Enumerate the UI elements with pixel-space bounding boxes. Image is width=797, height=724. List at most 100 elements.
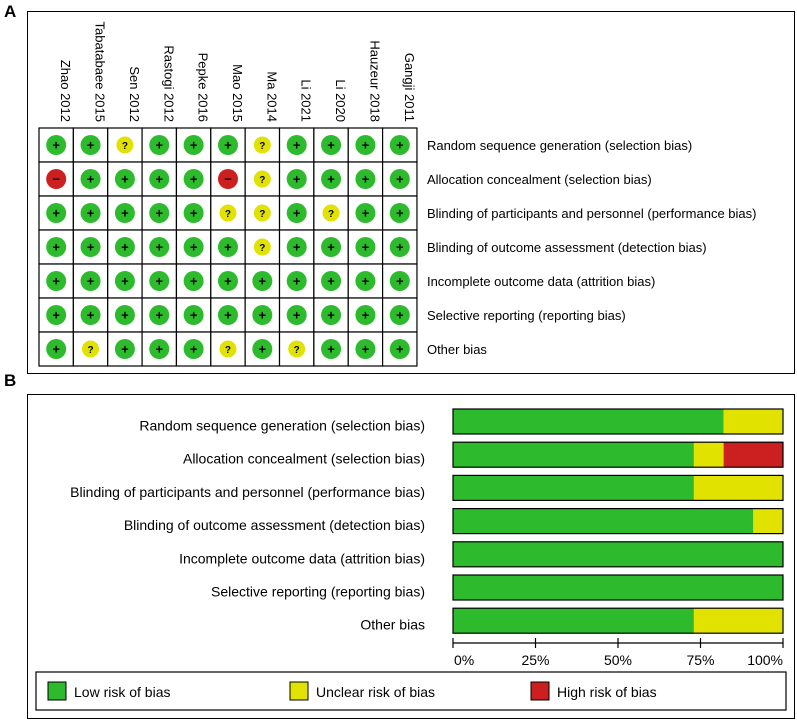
judgement-symbol: + xyxy=(293,206,301,221)
judgement-symbol: + xyxy=(396,308,404,323)
judgement-low-icon xyxy=(321,237,342,257)
judgement-low-icon xyxy=(217,305,238,325)
judgement-low-icon xyxy=(114,339,135,359)
bar-segment-unclear xyxy=(693,442,724,468)
bar-segment-unclear xyxy=(723,409,783,434)
judgement-symbol: + xyxy=(362,274,370,289)
judgement-low-icon xyxy=(321,135,342,155)
bar-segment-low xyxy=(453,608,694,634)
judgement-low-icon xyxy=(183,237,204,257)
judgement-high-icon xyxy=(217,169,238,189)
bar-segment-unclear xyxy=(693,475,783,501)
legend-label: Low risk of bias xyxy=(74,684,170,700)
judgement-symbol: + xyxy=(224,138,232,153)
judgement-symbol: + xyxy=(396,342,404,357)
judgement-low-icon xyxy=(80,203,101,223)
judgement-low-icon xyxy=(183,271,204,291)
judgement-symbol: + xyxy=(87,240,95,255)
judgement-unclear-icon xyxy=(253,136,271,154)
judgement-symbol: + xyxy=(190,274,198,289)
grid-cell xyxy=(38,195,74,231)
judgement-symbol: + xyxy=(121,206,129,221)
judgement-symbol: + xyxy=(362,342,370,357)
judgement-symbol: + xyxy=(155,308,163,323)
bar-outline xyxy=(452,441,784,468)
judgement-low-icon xyxy=(46,203,67,223)
judgement-unclear-icon xyxy=(219,204,237,222)
judgement-low-icon xyxy=(389,135,410,155)
judgement-unclear-icon xyxy=(253,204,271,222)
bar-category-label: Selective reporting (reporting bias) xyxy=(211,584,425,600)
judgement-symbol: + xyxy=(327,172,335,187)
bar-outline xyxy=(452,508,784,535)
judgement-low-icon xyxy=(80,237,101,257)
bar-outline xyxy=(452,607,784,634)
judgement-symbol: + xyxy=(396,240,404,255)
x-tick-label: 25% xyxy=(521,652,549,668)
judgement-symbol: + xyxy=(121,240,129,255)
bar-segment-low xyxy=(453,475,694,501)
judgement-symbol: + xyxy=(87,308,95,323)
judgement-low-icon xyxy=(80,135,101,155)
bar-segment-unclear xyxy=(753,508,783,534)
legend-label: High risk of bias xyxy=(557,684,657,700)
judgement-symbol: + xyxy=(293,240,301,255)
legend-swatch-high xyxy=(530,681,550,701)
study-label: Li 2021 xyxy=(299,79,314,122)
judgement-low-icon xyxy=(252,271,273,291)
domain-label: Blinding of outcome assessment (detectio… xyxy=(427,240,707,255)
domain-label: Incomplete outcome data (attrition bias) xyxy=(427,274,655,289)
judgement-symbol: + xyxy=(362,138,370,153)
judgement-unclear-icon xyxy=(116,136,134,154)
bar-category-label: Incomplete outcome data (attrition bias) xyxy=(179,550,425,566)
judgement-symbol: + xyxy=(190,240,198,255)
judgement-low-icon xyxy=(149,169,170,189)
judgement-low-icon xyxy=(286,135,307,155)
judgement-symbol: ? xyxy=(259,141,265,152)
judgement-symbol: + xyxy=(293,274,301,289)
x-tick-label: 75% xyxy=(686,652,714,668)
x-tick-label: 50% xyxy=(604,652,632,668)
judgement-symbol: ? xyxy=(87,345,93,356)
judgement-symbol: + xyxy=(396,172,404,187)
judgement-symbol: ? xyxy=(294,345,300,356)
domain-label: Allocation concealment (selection bias) xyxy=(427,172,652,187)
judgement-symbol: + xyxy=(121,308,129,323)
judgement-symbol: + xyxy=(155,138,163,153)
judgement-low-icon xyxy=(114,305,135,325)
judgement-low-icon xyxy=(217,237,238,257)
judgement-low-icon xyxy=(149,203,170,223)
judgement-symbol: + xyxy=(190,172,198,187)
judgement-low-icon xyxy=(46,339,67,359)
judgement-symbol: + xyxy=(396,274,404,289)
judgement-low-icon xyxy=(321,271,342,291)
bar-outline xyxy=(452,474,784,501)
study-label: Mao 2015 xyxy=(230,64,245,122)
judgement-symbol: + xyxy=(224,308,232,323)
judgement-low-icon xyxy=(80,305,101,325)
judgement-symbol: + xyxy=(87,274,95,289)
judgement-unclear-icon xyxy=(288,340,306,358)
judgement-symbol: + xyxy=(52,138,60,153)
judgement-low-icon xyxy=(217,135,238,155)
study-label: Li 2020 xyxy=(333,79,348,122)
judgement-symbol: + xyxy=(224,274,232,289)
judgement-symbol: ? xyxy=(122,141,128,152)
study-label: Zhao 2012 xyxy=(58,60,73,122)
study-label: Hauzeur 2018 xyxy=(367,40,382,122)
judgement-low-icon xyxy=(46,135,67,155)
judgement-low-icon xyxy=(217,271,238,291)
legend-swatch-unclear xyxy=(289,681,309,701)
judgement-symbol: + xyxy=(155,172,163,187)
judgement-low-icon xyxy=(355,135,376,155)
judgement-symbol: + xyxy=(362,308,370,323)
judgement-symbol: ? xyxy=(225,209,231,220)
judgement-low-icon xyxy=(355,237,376,257)
bar-category-label: Random sequence generation (selection bi… xyxy=(139,418,425,434)
judgement-symbol: + xyxy=(155,206,163,221)
judgement-symbol: + xyxy=(259,308,267,323)
judgement-symbol: ? xyxy=(259,209,265,220)
bar-outline xyxy=(452,574,784,601)
domain-label: Random sequence generation (selection bi… xyxy=(427,138,692,153)
judgement-low-icon xyxy=(389,203,410,223)
